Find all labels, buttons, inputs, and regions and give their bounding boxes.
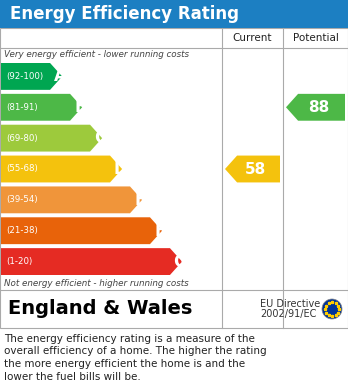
Text: Not energy efficient - higher running costs: Not energy efficient - higher running co… bbox=[4, 279, 189, 288]
Text: 88: 88 bbox=[308, 100, 329, 115]
Text: (81-91): (81-91) bbox=[6, 103, 38, 112]
Text: the more energy efficient the home is and the: the more energy efficient the home is an… bbox=[4, 359, 245, 369]
Text: The energy efficiency rating is a measure of the: The energy efficiency rating is a measur… bbox=[4, 334, 255, 344]
Text: D: D bbox=[113, 160, 127, 178]
Polygon shape bbox=[1, 156, 122, 183]
Text: (55-68): (55-68) bbox=[6, 165, 38, 174]
Text: (92-100): (92-100) bbox=[6, 72, 43, 81]
Polygon shape bbox=[1, 187, 142, 213]
Text: (21-38): (21-38) bbox=[6, 226, 38, 235]
Text: Potential: Potential bbox=[293, 33, 339, 43]
Polygon shape bbox=[286, 94, 345, 121]
Text: EU Directive: EU Directive bbox=[260, 299, 320, 309]
Bar bbox=[0, 0, 348, 28]
Text: F: F bbox=[155, 222, 166, 240]
Polygon shape bbox=[1, 217, 162, 244]
Polygon shape bbox=[225, 156, 280, 183]
Polygon shape bbox=[1, 248, 182, 275]
Text: Current: Current bbox=[233, 33, 272, 43]
Text: G: G bbox=[173, 253, 187, 271]
Text: A: A bbox=[54, 67, 67, 85]
Text: Very energy efficient - lower running costs: Very energy efficient - lower running co… bbox=[4, 50, 189, 59]
Text: E: E bbox=[135, 191, 146, 209]
Text: Energy Efficiency Rating: Energy Efficiency Rating bbox=[10, 5, 239, 23]
Polygon shape bbox=[1, 63, 62, 90]
Text: 58: 58 bbox=[245, 161, 266, 176]
Polygon shape bbox=[1, 125, 102, 152]
Text: lower the fuel bills will be.: lower the fuel bills will be. bbox=[4, 371, 141, 382]
Text: (1-20): (1-20) bbox=[6, 257, 32, 266]
Polygon shape bbox=[1, 94, 82, 121]
Text: (39-54): (39-54) bbox=[6, 196, 38, 204]
Text: England & Wales: England & Wales bbox=[8, 300, 192, 319]
Text: B: B bbox=[74, 98, 87, 116]
Text: C: C bbox=[94, 129, 106, 147]
Text: 2002/91/EC: 2002/91/EC bbox=[260, 309, 316, 319]
Text: overall efficiency of a home. The higher the rating: overall efficiency of a home. The higher… bbox=[4, 346, 267, 357]
Bar bbox=[0, 28, 348, 328]
Circle shape bbox=[322, 299, 342, 319]
Text: (69-80): (69-80) bbox=[6, 134, 38, 143]
